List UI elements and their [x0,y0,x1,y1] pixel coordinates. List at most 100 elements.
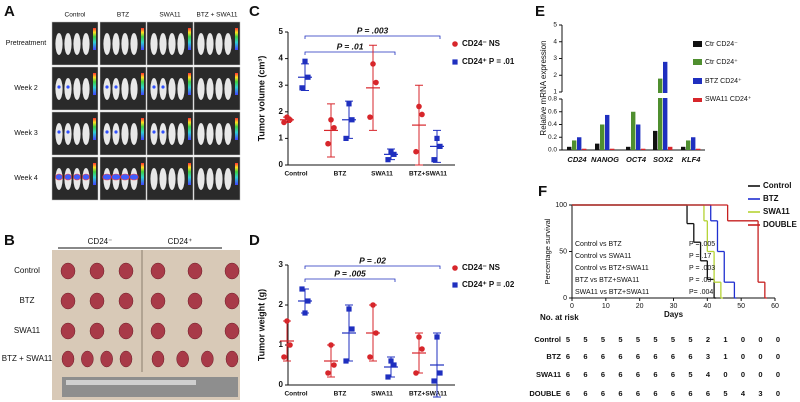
data-point [302,58,308,64]
x-tick-label: 0 [570,303,574,310]
signal [57,130,61,134]
mouse [130,78,138,100]
risk-count: 3 [758,389,762,398]
x-tick-label: BTZ+SWA11 [409,171,447,178]
bar [653,130,658,150]
y-tick-label: 5 [553,22,557,29]
risk-row-label: SWA11 [536,370,561,379]
panel-label: A [4,3,15,20]
y-tick-label: 1 [279,340,284,349]
signal [66,85,70,89]
legend-label: SWA11 CD24⁺ [705,96,752,103]
column-header: BTZ + SWA11 [197,12,238,19]
significance-bracket [304,35,441,39]
mouse [177,78,185,100]
mouse [64,123,72,145]
y-tick-label: 0 [279,380,284,389]
mouse [224,33,232,55]
x-tick-label: BTZ [334,171,347,178]
mouse [112,33,120,55]
tumor [150,322,166,340]
mouse [215,168,223,190]
bar [658,78,663,150]
risk-count: 0 [741,370,745,379]
risk-count: 0 [758,335,762,344]
color-scale [235,163,238,185]
risk-count: 6 [671,352,675,361]
x-tick-label: Control [284,391,307,398]
y-tick-label: 3 [279,80,284,89]
mouse [206,123,214,145]
color-scale [141,118,144,140]
data-point [349,326,355,332]
x-axis-label: Days [664,310,684,319]
risk-count: 6 [618,352,622,361]
risk-count: 6 [653,370,657,379]
y-axis-label: Relative mRNA expression [539,40,548,135]
mouse [197,123,205,145]
signal [57,85,61,89]
risk-count: 6 [566,389,570,398]
mouse [121,123,129,145]
y-tick-label: 2 [279,107,284,116]
risk-count: 6 [601,389,605,398]
tumor [224,322,240,340]
color-scale [235,118,238,140]
risk-row-label: BTZ [546,352,561,361]
bar [577,137,582,150]
legend-label: CD24⁻ NS [462,263,501,272]
risk-count: 4 [741,389,746,398]
risk-count: 5 [653,335,657,344]
mouse [82,33,90,55]
x-tick-label: SOX2 [653,155,674,164]
mouse [64,33,72,55]
tumor [100,350,113,368]
comparison-p: P= .004 [689,289,713,296]
mouse [159,168,167,190]
error-bar [415,84,423,166]
bar [668,146,673,150]
color-scale [141,28,144,50]
risk-row-label: Control [534,335,561,344]
bar [696,148,701,150]
comparison-p: P = .005 [689,241,715,248]
risk-count: 5 [688,370,692,379]
risk-count: 0 [758,352,762,361]
legend-label: Control [763,181,791,190]
group-header: CD24⁺ [168,237,193,246]
mouse [82,123,90,145]
tumor [150,262,166,280]
risk-count: 6 [583,389,587,398]
data-point [419,111,425,118]
x-tick-label: BTZ [334,391,347,398]
color-scale [188,28,191,50]
legend-label: Ctr CD24⁺ [705,59,738,66]
y-axis-label: Tumor volume (cm³) [256,56,266,142]
color-scale [188,118,191,140]
signal [114,85,118,89]
mouse [224,168,232,190]
mouse [197,168,205,190]
panel-label: B [4,232,15,249]
data-point [413,148,419,155]
risk-count: 0 [741,352,745,361]
mouse [103,78,111,100]
signal [73,173,81,181]
tumor [89,262,105,280]
legend-label: CD24⁺ P = .01 [462,57,515,66]
data-point [287,342,293,348]
tumor [89,322,105,340]
mouse [168,33,176,55]
row-label: SWA11 [14,326,41,335]
row-label: BTZ [19,296,34,305]
ruler-scale [66,380,196,385]
group-header: CD24⁻ [88,237,113,246]
risk-count: 6 [566,370,570,379]
risk-count: 0 [776,389,780,398]
mouse [224,78,232,100]
p-value: P = .005 [334,268,366,278]
y-tick-label: 5 [279,27,284,36]
data-point [391,362,397,368]
mouse [112,78,120,100]
bar [636,124,641,150]
